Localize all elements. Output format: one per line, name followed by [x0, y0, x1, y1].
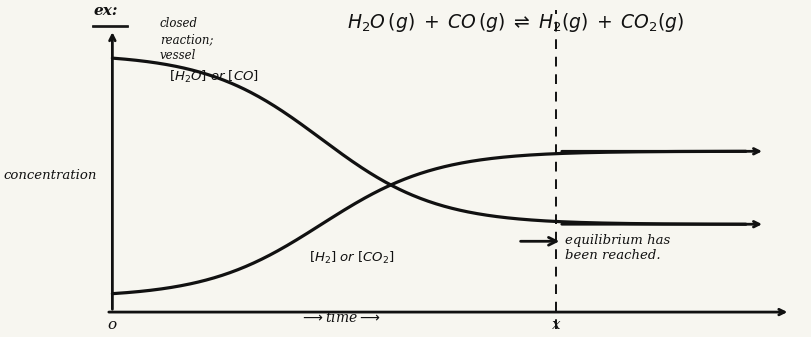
Text: ex:: ex:	[93, 4, 118, 19]
Text: concentration: concentration	[3, 169, 97, 182]
Text: closed
reaction;
vessel: closed reaction; vessel	[160, 17, 213, 62]
Text: $\longrightarrow$time$\longrightarrow$: $\longrightarrow$time$\longrightarrow$	[300, 310, 380, 326]
Text: $[H_2O]$ or $[CO]$: $[H_2O]$ or $[CO]$	[169, 69, 259, 85]
Text: $H_2O\,(g)\;+\;CO\,(g)\;\rightleftharpoons\;H_2(g)\;+\;CO_2(g)$: $H_2O\,(g)\;+\;CO\,(g)\;\rightleftharpoo…	[346, 11, 684, 34]
Text: $[H_2]$ or $[CO_2]$: $[H_2]$ or $[CO_2]$	[308, 250, 394, 266]
Text: equilibrium has
been reached.: equilibrium has been reached.	[564, 234, 670, 262]
Text: o: o	[108, 318, 117, 332]
Text: x: x	[551, 318, 560, 332]
